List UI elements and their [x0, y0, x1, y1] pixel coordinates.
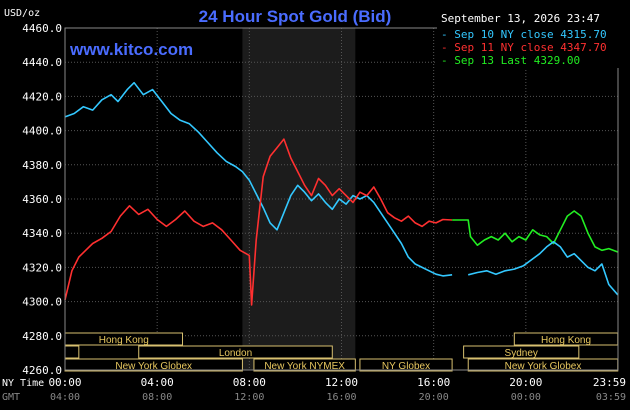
y-tick-label: 4260.0 — [22, 364, 62, 377]
session-bar — [138, 345, 333, 359]
legend-entry: - Sep 11 NY close 4347.70 — [441, 41, 607, 54]
y-tick-label: 4280.0 — [22, 330, 62, 343]
y-tick-label: 4420.0 — [22, 90, 62, 103]
x-tick-label: 00:00 — [511, 392, 541, 403]
x-tick-label: 23:59 — [593, 376, 626, 389]
x-tick-label: 12:00 — [325, 376, 358, 389]
session-label: Hong Kong — [99, 335, 149, 346]
session-label: Sydney — [505, 348, 538, 359]
x-tick-label: 08:00 — [142, 392, 172, 403]
plot-frame — [64, 27, 619, 371]
legend-entry: - Sep 10 NY close 4315.70 — [441, 28, 607, 41]
x-tick-label: 16:00 — [326, 392, 356, 403]
session-label: New York Globex — [115, 361, 192, 372]
series-line — [468, 241, 619, 296]
legend-entry: - Sep 13 Last 4329.00 — [441, 54, 580, 67]
y-tick-label: 4340.0 — [22, 227, 62, 240]
x-tick-label: 00:00 — [48, 376, 81, 389]
session-label: London — [219, 348, 252, 359]
session-label: New York Globex — [505, 361, 582, 372]
x-tick-label: 20:00 — [509, 376, 542, 389]
x-tick-labels: NY Time 00:00 04:00 08:00 12:00 16:00 20:00 23:… — [2, 376, 626, 403]
series-line — [452, 210, 619, 253]
watermark: www.kitco.com — [69, 40, 193, 59]
y-tick-label: 4300.0 — [22, 296, 62, 309]
y-tick-label: 4440.0 — [22, 56, 62, 69]
y-tick-label: 4360.0 — [22, 193, 62, 206]
price-series — [64, 81, 619, 306]
y-tick-label: 4320.0 — [22, 261, 62, 274]
y-axis-label: USD/oz — [4, 8, 40, 19]
x-tick-label: 08:00 — [233, 376, 266, 389]
x-tick-label: 04:00 — [141, 376, 174, 389]
session-label: Hong Kong — [541, 335, 591, 346]
session-bar — [463, 345, 580, 359]
session-bar — [359, 358, 453, 372]
chart-title: 24 Hour Spot Gold (Bid) — [199, 7, 392, 26]
x-row-label: GMT — [2, 392, 20, 403]
series-line — [64, 138, 453, 306]
x-tick-label: 12:00 — [234, 392, 264, 403]
session-bar — [64, 345, 80, 359]
market-session-bars: Hong Kong Hong Kong London Sydney New York G… — [64, 332, 619, 372]
session-bar — [253, 358, 356, 372]
x-tick-label: 03:59 — [596, 392, 626, 403]
timestamp: September 13, 2026 23:47 — [441, 12, 600, 25]
x-tick-label: 04:00 — [50, 392, 80, 403]
y-tick-label: 4400.0 — [22, 125, 62, 138]
legend: - Sep 10 NY close 4315.70- Sep 11 NY clo… — [437, 26, 620, 68]
legend-box — [437, 26, 620, 68]
y-tick-labels: 4460.0 4440.0 4420.0 4400.0 4380.0 4360.0 4340… — [22, 22, 62, 377]
series-line — [64, 81, 453, 277]
y-tick-label: 4460.0 — [22, 22, 62, 35]
session-label: NY Globex — [382, 361, 430, 372]
x-tick-label: 16:00 — [417, 376, 450, 389]
x-tick-label: 20:00 — [419, 392, 449, 403]
x-row-label: NY Time — [2, 378, 44, 389]
session-label: New York NYMEX — [264, 361, 345, 372]
y-tick-label: 4380.0 — [22, 159, 62, 172]
